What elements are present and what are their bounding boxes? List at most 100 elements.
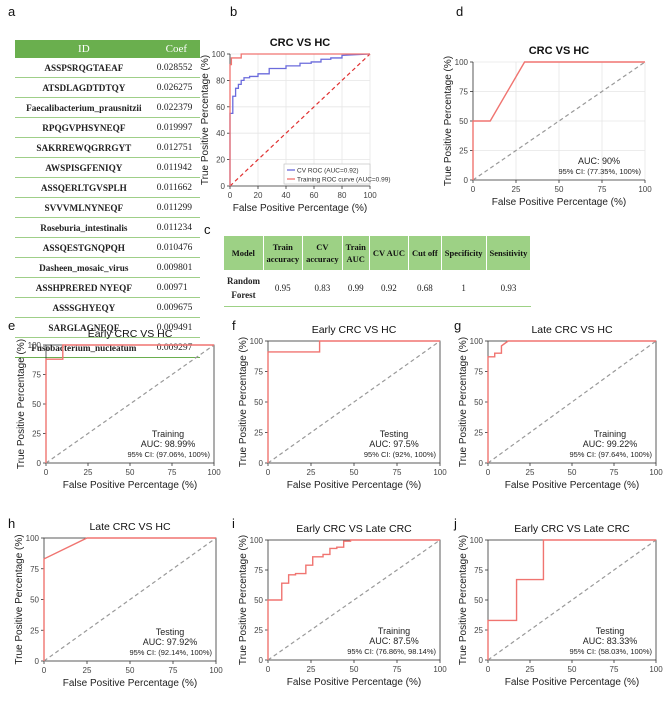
feature-id: SVVVMLNYNEQF [15,197,153,218]
y-tick-label: 25 [32,430,41,439]
annotation-text: 95% CI: (97.06%, 100%) [127,450,210,459]
x-tick-label: 50 [350,468,359,477]
y-axis-label: True Positive Percentage (%) [200,55,211,185]
table-row: SVVVMLNYNEQF 0.011299 [15,197,200,218]
feature-coef: 0.011234 [152,217,200,238]
y-tick-label: 0 [259,656,264,665]
feature-coef: 0.028552 [152,58,200,78]
annotation-text: AUC: 97.5% [369,439,419,449]
x-tick-label: 75 [598,185,607,194]
y-axis-label: True Positive Percentage (%) [458,535,469,665]
feature-coef: 0.00971 [152,277,200,298]
x-tick-label: 100 [433,665,447,674]
table-row: SAKRREWQGRRGYT 0.012751 [15,137,200,158]
roc-curve [43,537,216,661]
table-row: Dasheen_mosaic_virus 0.009801 [15,257,200,278]
feature-coef: 0.010476 [152,237,200,258]
feature-coef: 0.009491 [152,317,200,338]
feature-coef: 0.012751 [152,137,200,158]
roc-chart-h: 00 25 25 50 50 75 75 100 100 False Positive Perce… [14,521,223,689]
table-row: Roseburia_intestinalis 0.011234 [15,217,200,238]
annotation-text: AUC: 99.22% [583,439,638,449]
feature-id: Fusobacterium_nucleatum [15,337,153,358]
feature-coef: 0.026275 [152,77,200,98]
metric-value: 0.83 [302,270,343,307]
metric-header-text: CV [316,242,329,252]
feature-id: SARGLAGNEQF [15,317,153,338]
col-header-id: ID [15,40,153,58]
metric-header-text: Cut off [412,248,438,258]
y-axis-label: True Positive Percentage (%) [238,337,249,467]
x-tick-label: 0 [266,665,271,674]
roc-chart-g: 00 25 25 50 50 75 75 100 100 False Positive Perce… [458,324,663,491]
annotation-text: 95% CI: (97.64%, 100%) [569,450,652,459]
y-axis-label: True Positive Percentage (%) [458,337,469,467]
panel-label-j: j [454,516,457,531]
metric-header-text: Train [345,242,366,252]
table-row: Faecalibacterium_prausnitzii 0.022379 [15,97,200,118]
chart-title: Early CRC VS HC [88,328,173,340]
x-tick-label: 25 [307,468,316,477]
y-axis-label: True Positive Percentage (%) [14,534,25,664]
y-tick-label: 20 [216,156,225,165]
annotation-text: Testing [596,626,625,636]
feature-id: SAKRREWQGRRGYT [15,137,153,158]
y-tick-label: 100 [26,534,40,543]
y-tick-label: 100 [212,50,226,59]
roc-curve [487,539,656,660]
metric-header-text: Specificity [444,248,483,258]
metric-header: CV accuracy [302,236,343,270]
panel-label-f: f [232,318,236,333]
x-tick-label: 0 [471,185,476,194]
metric-value: 0.99 [342,270,370,307]
x-tick-label: 75 [169,666,178,675]
annotation-text: AUC: 97.92% [143,637,198,647]
x-axis-label: False Positive Percentage (%) [287,677,422,688]
y-tick-label: 0 [479,459,484,468]
chart-title: CRC VS HC [270,37,331,49]
feature-id: ASSHPRERED NYEQF [15,277,153,298]
roc-chart-d: 00 25 25 50 50 75 75 100 100 False Positive Perce… [443,45,652,208]
feature-id: ATSDLAGDTDTQY [15,77,153,98]
panel-label-g: g [454,318,462,333]
x-tick-label: 25 [512,185,521,194]
feature-coef: 0.019997 [152,117,200,138]
y-tick-label: 75 [254,368,263,377]
y-tick-label: 75 [459,88,468,97]
y-tick-label: 75 [32,371,41,380]
annotation-text: AUC: 98.99% [141,439,196,449]
metric-value: 1 [441,270,487,307]
x-tick-label: 100 [649,468,663,477]
y-tick-label: 75 [254,566,263,575]
y-tick-label: 50 [459,117,468,126]
metric-header: Model [224,236,264,270]
roc-curve-cv [229,53,371,186]
roc-curve [487,340,656,463]
feature-id: RPQGVPHSYNEQF [15,117,153,138]
y-tick-label: 75 [474,566,483,575]
feature-id: ASSQERLTGVSPLH [15,177,153,198]
table-row: ASSSGHYEQY 0.009675 [15,297,200,318]
reference-diagonal [43,537,217,662]
y-tick-label: 75 [474,368,483,377]
feature-coef: 0.009297 [152,337,200,358]
annotation-text: 95% CI: (76.86%, 98.14%) [347,647,436,656]
y-tick-label: 50 [30,596,39,605]
x-tick-label: 100 [433,468,447,477]
x-tick-label: 50 [568,665,577,674]
y-tick-label: 100 [470,536,484,545]
x-tick-label: 100 [649,665,663,674]
reference-diagonal [45,344,215,464]
x-tick-label: 20 [254,191,263,200]
roc-chart-i: 00 25 25 50 50 75 75 100 100 False Positive Perce… [238,523,447,688]
y-tick-label: 25 [474,429,483,438]
col-header-coef: Coef [152,40,200,58]
metric-value: 0.93 [486,270,531,307]
metric-header-text: Sensitivity [489,248,528,258]
x-tick-label: 75 [393,665,402,674]
y-tick-label: 25 [30,626,39,635]
annotation-text: AUC: 87.5% [369,636,419,646]
roc-curve-training [229,53,370,186]
panel-label-d: d [456,4,464,19]
table-row: ASSPSRQGTAEAF 0.028552 [15,58,200,78]
